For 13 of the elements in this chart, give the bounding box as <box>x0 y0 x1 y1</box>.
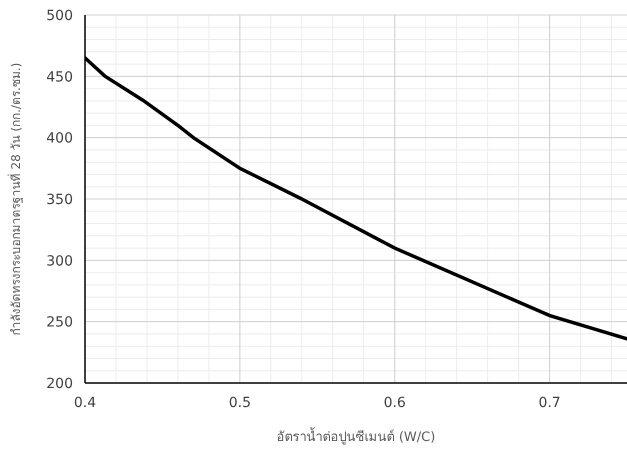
y-tick-label: 200 <box>46 376 73 392</box>
x-tick-label: 0.5 <box>228 395 251 411</box>
y-tick-label: 400 <box>46 130 73 147</box>
y-tick-label: 250 <box>46 314 73 331</box>
y-tick-label: 350 <box>46 192 73 208</box>
x-tick-label: 0.7 <box>538 395 561 411</box>
x-tick-label: 0.6 <box>384 395 406 411</box>
y-tick-label: 450 <box>46 69 73 86</box>
y-axis-title: กำลังอัดทรงกระบอกมาตรฐานที่ 28 วัน (กก./ตร.ซม.) <box>7 62 23 336</box>
y-tick-label: 500 <box>46 8 73 24</box>
x-tick-label: 0.4 <box>74 395 96 411</box>
y-tick-label: 300 <box>46 253 73 270</box>
x-axis-title: อัตราน้ำต่อปูนซีเมนต์ (W/C) <box>276 427 436 445</box>
